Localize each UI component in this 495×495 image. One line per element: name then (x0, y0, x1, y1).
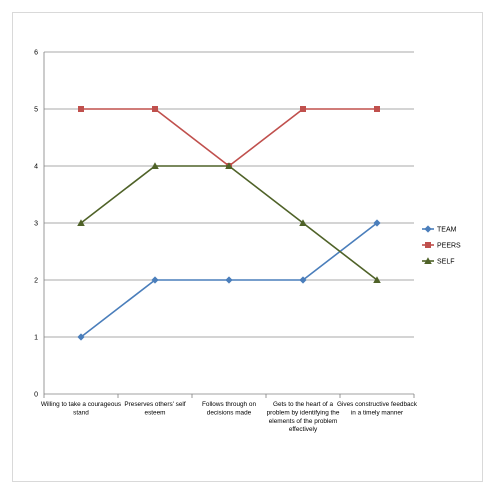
x-category-label: Gets to the heart of a problem by identif… (267, 401, 340, 433)
legend-marker-peers (425, 242, 431, 248)
x-category-label-line: esteem (145, 409, 166, 416)
y-tick-label: 4 (34, 164, 38, 171)
y-tick-label: 6 (34, 50, 38, 57)
x-category-label-line: Willing to take a courageous (41, 401, 121, 408)
y-tick-label: 5 (34, 107, 38, 114)
data-point-team (225, 276, 233, 284)
legend-marker-team (424, 225, 432, 233)
data-point-team (299, 276, 307, 284)
x-category-label: Follows through on decisions made (202, 401, 256, 416)
legend-label-team: TEAM (437, 227, 457, 234)
x-category-label: Preserves others' self esteem (124, 401, 185, 416)
x-category-label-line: decisions made (207, 409, 252, 416)
data-point-peers (374, 106, 380, 112)
data-point-self (299, 219, 307, 226)
data-point-self (225, 162, 233, 169)
data-point-self (151, 162, 159, 169)
data-point-peers (78, 106, 84, 112)
x-category-label-line: problem by identifying the (267, 409, 340, 416)
y-tick-label: 3 (34, 221, 38, 228)
data-point-self (77, 219, 85, 226)
legend-marker-self (424, 257, 432, 264)
data-point-team (373, 219, 381, 227)
chart-frame (12, 12, 483, 482)
x-category-label-line: Gets to the heart of a (273, 401, 333, 408)
x-category-label-line: Follows through on (202, 401, 256, 408)
data-point-peers (300, 106, 306, 112)
legend-label-peers: PEERS (437, 243, 461, 250)
x-category-label-line: Preserves others' self (124, 401, 185, 408)
data-point-team (151, 276, 159, 284)
x-category-label-line: in a timely manner (351, 409, 404, 416)
x-category-label-line: stand (73, 409, 89, 416)
y-tick-label: 1 (34, 335, 38, 342)
x-category-label-line: Gives constructive feedback (337, 401, 418, 408)
y-tick-label: 2 (34, 278, 38, 285)
y-tick-label: 0 (34, 392, 38, 399)
x-category-label-line: effectively (289, 426, 318, 433)
legend-label-self: SELF (437, 259, 455, 266)
x-category-label: Willing to take a courageous stand (41, 401, 121, 416)
data-point-self (373, 276, 381, 283)
x-category-label-line: elements of the problem (269, 418, 338, 425)
x-category-label: Gives constructive feedback in a timely m… (337, 401, 418, 416)
data-point-peers (152, 106, 158, 112)
data-point-team (77, 333, 85, 341)
series-line-peers (81, 108, 377, 167)
